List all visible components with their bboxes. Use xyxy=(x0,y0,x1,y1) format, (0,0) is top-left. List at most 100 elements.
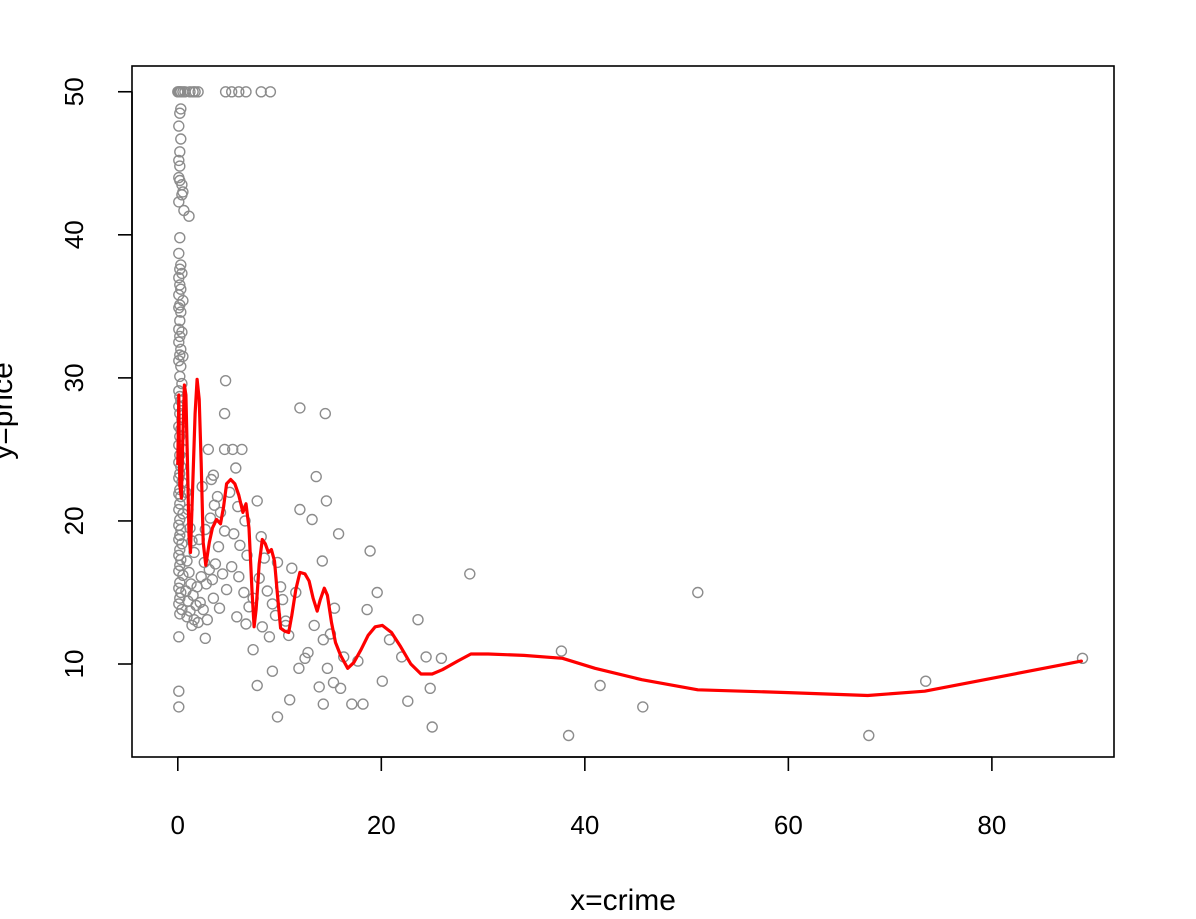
data-point xyxy=(308,619,320,632)
data-point xyxy=(299,652,311,664)
data-point xyxy=(173,685,185,697)
data-point xyxy=(562,729,575,742)
data-point xyxy=(199,632,212,644)
data-point xyxy=(173,598,185,610)
data-point xyxy=(175,553,187,566)
data-point xyxy=(213,602,226,614)
x-axis: 0 20 40 60 80 xyxy=(171,756,1006,840)
data-point xyxy=(256,621,268,633)
data-point xyxy=(240,618,252,630)
data-point xyxy=(316,555,328,567)
data-point xyxy=(175,259,187,271)
data-point xyxy=(251,495,263,507)
data-point xyxy=(251,679,263,692)
y-tick-label: 10 xyxy=(59,650,89,679)
data-point xyxy=(173,272,185,284)
data-point xyxy=(218,443,231,456)
data-point xyxy=(225,86,238,98)
data-point xyxy=(236,443,248,456)
data-point xyxy=(173,355,185,367)
y-tick-label: 20 xyxy=(59,506,89,535)
data-point xyxy=(637,701,649,713)
x-tick-label: 80 xyxy=(977,810,1006,840)
data-point xyxy=(173,336,185,348)
data-point xyxy=(334,682,347,694)
data-point xyxy=(203,563,216,576)
data-point xyxy=(863,729,875,742)
data-point xyxy=(376,675,388,687)
data-point xyxy=(173,247,185,260)
data-point xyxy=(176,189,188,201)
data-point xyxy=(357,698,369,710)
data-point xyxy=(207,469,220,481)
data-point xyxy=(220,583,233,596)
smooth-line xyxy=(176,377,1083,698)
data-point xyxy=(424,682,436,694)
data-point xyxy=(218,407,231,420)
data-point xyxy=(206,573,219,586)
data-points xyxy=(172,86,1089,742)
data-point xyxy=(594,679,606,692)
data-point xyxy=(266,598,279,610)
data-point xyxy=(361,603,373,616)
data-point xyxy=(194,596,206,609)
data-point xyxy=(264,86,277,98)
data-point xyxy=(186,619,198,632)
data-point xyxy=(173,631,185,643)
data-point xyxy=(216,568,229,580)
data-point xyxy=(201,614,214,626)
data-point xyxy=(364,545,376,557)
data-point xyxy=(371,586,383,599)
plot-frame xyxy=(131,65,1115,758)
data-point xyxy=(240,86,252,98)
data-point xyxy=(183,566,195,579)
data-point xyxy=(175,306,187,318)
data-point xyxy=(181,611,193,623)
data-point xyxy=(175,360,187,373)
data-point xyxy=(183,210,195,222)
data-point xyxy=(174,529,186,541)
data-point xyxy=(181,555,193,567)
data-point xyxy=(230,462,242,474)
data-point xyxy=(234,539,246,551)
data-point xyxy=(174,146,186,158)
data-point xyxy=(204,512,217,524)
data-point xyxy=(184,86,196,98)
data-point xyxy=(173,120,185,132)
y-tick-label: 40 xyxy=(59,220,89,249)
data-point xyxy=(211,490,224,503)
data-point xyxy=(173,701,185,713)
data-point xyxy=(320,495,333,507)
data-point xyxy=(175,283,187,295)
data-point xyxy=(271,711,284,723)
data-point xyxy=(177,569,189,581)
data-point xyxy=(209,558,222,570)
data-point xyxy=(174,498,186,510)
data-point xyxy=(426,721,438,733)
data-point xyxy=(306,513,318,526)
data-point xyxy=(176,538,188,550)
data-point xyxy=(173,154,185,167)
data-point xyxy=(241,549,253,561)
data-point xyxy=(175,586,187,599)
data-point xyxy=(218,525,231,537)
data-point xyxy=(332,528,345,540)
data-point xyxy=(247,644,259,656)
data-point xyxy=(185,578,197,590)
data-point xyxy=(261,585,273,597)
data-point xyxy=(294,402,306,414)
y-axis-label: y=price xyxy=(0,362,19,460)
data-point xyxy=(294,503,306,516)
data-point xyxy=(233,86,245,98)
data-point xyxy=(313,681,325,693)
data-point xyxy=(197,603,209,616)
data-point xyxy=(402,695,414,707)
data-point xyxy=(255,86,267,98)
data-point xyxy=(225,561,238,573)
data-point xyxy=(435,652,448,664)
data-point xyxy=(231,611,243,623)
data-point xyxy=(346,698,358,710)
data-point xyxy=(271,556,284,569)
data-point xyxy=(189,86,201,98)
